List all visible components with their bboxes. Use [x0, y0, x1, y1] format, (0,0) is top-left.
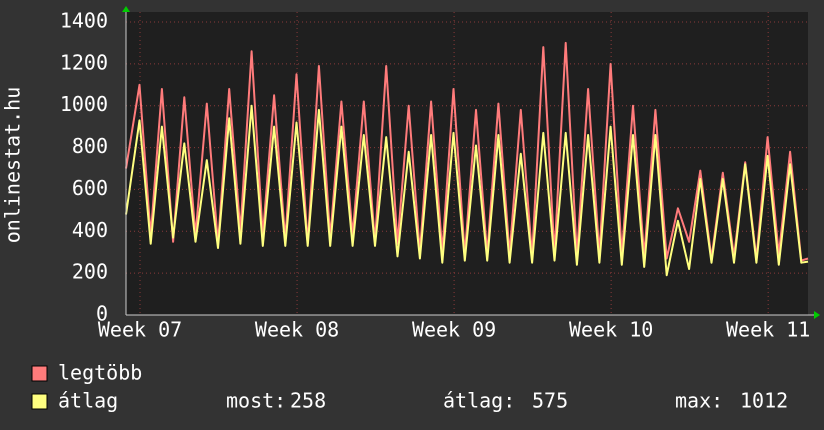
stat-value: 575 [532, 389, 568, 413]
x-tick-label: Week 11 [726, 318, 810, 342]
y-tick-label: 600 [72, 176, 108, 200]
legend-swatch [31, 393, 48, 410]
legend-label: átlag [58, 389, 118, 413]
y-arrow [122, 6, 130, 12]
x-arrow [814, 311, 820, 319]
plot-area [126, 12, 808, 315]
y-tick-label: 1000 [60, 92, 108, 116]
x-tick-label: Week 10 [569, 318, 653, 342]
legend-label: legtöbb [58, 361, 142, 385]
stat-label: átlag: [443, 389, 515, 413]
stat-value: 258 [290, 389, 326, 413]
x-tick-label: Week 07 [98, 318, 182, 342]
stat-value: 1012 [740, 389, 788, 413]
y-tick-label: 1400 [60, 9, 108, 33]
y-axis-label: onlinestat.hu [1, 87, 25, 244]
series-line [125, 104, 809, 277]
plot [125, 12, 809, 316]
y-tick-label: 1200 [60, 50, 108, 74]
series-line [125, 41, 809, 262]
y-tick-label: 800 [72, 134, 108, 158]
x-tick-label: Week 09 [412, 318, 496, 342]
legend-swatch [31, 365, 48, 382]
y-tick-label: 200 [72, 260, 108, 284]
stat-label: max: [675, 389, 723, 413]
y-tick-label: 0 [96, 302, 108, 326]
stat-label: most: [226, 389, 286, 413]
y-tick-label: 400 [72, 218, 108, 242]
x-tick-label: Week 08 [255, 318, 339, 342]
